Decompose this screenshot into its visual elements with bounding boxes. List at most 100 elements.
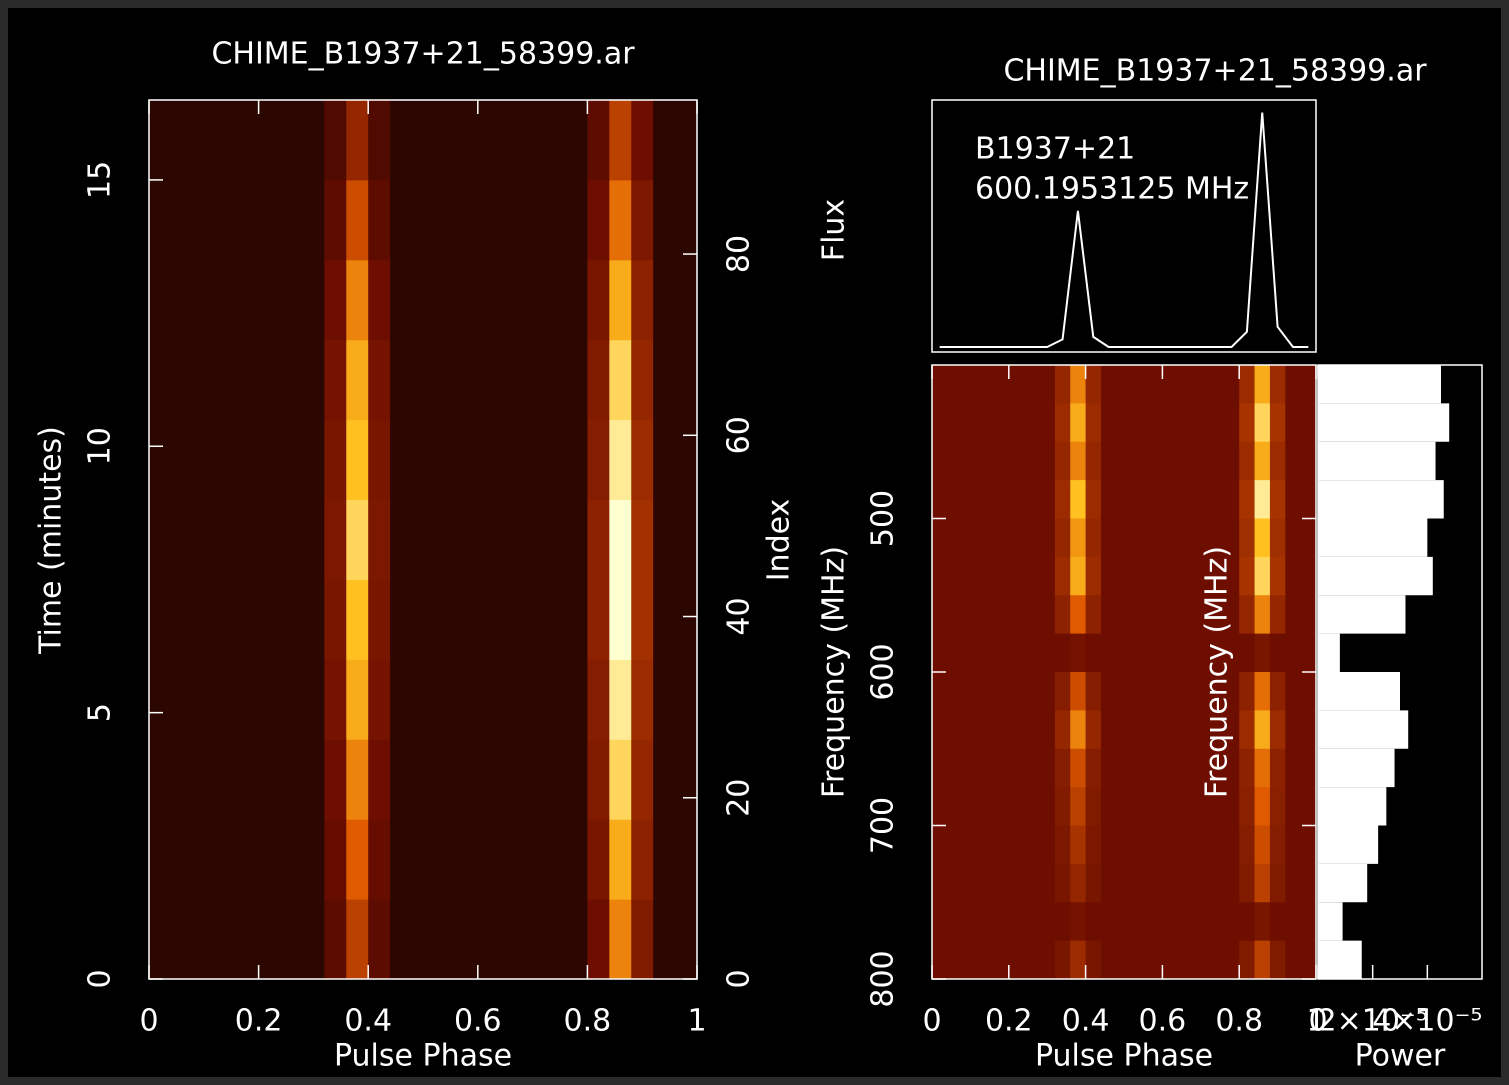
heatmap-cell: [390, 100, 413, 181]
heatmap-cell: [993, 480, 1010, 519]
power-bar: [1318, 863, 1368, 903]
heatmap-cell: [1285, 748, 1302, 788]
heatmap-cell: [1039, 787, 1056, 826]
heatmap-cell: [1008, 748, 1025, 788]
heatmap-cell: [978, 480, 994, 519]
x-tick-label: 0.8: [564, 1004, 612, 1039]
heatmap-cell: [609, 739, 632, 820]
heatmap-cell: [455, 100, 479, 181]
y2-tick-label: 0: [722, 969, 757, 988]
heatmap-cell: [1177, 940, 1194, 980]
heatmap-cell: [1177, 672, 1194, 711]
heatmap-cell: [1223, 480, 1240, 519]
heatmap-cell: [978, 365, 994, 404]
heatmap-cell: [1131, 710, 1148, 750]
heatmap-cell: [932, 403, 948, 443]
heatmap-cell: [1239, 902, 1256, 942]
heatmap-cell: [1070, 441, 1087, 481]
heatmap-cell: [499, 179, 523, 261]
heatmap-cell: [1100, 365, 1117, 404]
heatmap-cell: [1116, 863, 1133, 903]
heatmap-cell: [280, 579, 303, 660]
y-axis-label: Flux: [817, 199, 852, 261]
power-bar: [1318, 902, 1343, 941]
heatmap-cell: [1024, 556, 1041, 596]
heatmap-cell: [499, 339, 523, 421]
heatmap-cell: [214, 419, 238, 501]
heatmap-cell: [631, 419, 654, 501]
heatmap-cell: [962, 518, 979, 558]
heatmap-cell: [455, 579, 479, 660]
heatmap-cell: [1131, 863, 1148, 903]
heatmap-cell: [1131, 441, 1148, 481]
heatmap-cell: [1131, 787, 1148, 826]
heatmap-cell: [1116, 633, 1133, 673]
heatmap-cell: [1208, 556, 1225, 596]
heatmap-cell: [1008, 480, 1025, 519]
heatmap-cell: [368, 579, 391, 660]
heatmap-cell: [675, 659, 698, 740]
heatmap-cell: [170, 579, 194, 660]
heatmap-cell: [1223, 672, 1240, 711]
heatmap-cell: [543, 100, 566, 181]
y-tick-label: 15: [83, 161, 118, 199]
heatmap-cell: [1162, 710, 1179, 750]
heatmap-cell: [932, 710, 948, 750]
heatmap-cell: [1054, 365, 1071, 404]
heatmap-cell: [455, 819, 479, 900]
heatmap-cell: [302, 819, 325, 900]
heatmap-cell: [1208, 480, 1225, 519]
heatmap-cell: [1254, 633, 1271, 673]
heatmap-cell: [565, 259, 588, 341]
heatmap-cell: [1300, 480, 1317, 519]
heatmap-cell: [1147, 825, 1163, 865]
y2-axis-label: Index: [762, 499, 797, 582]
heatmap-cell: [1100, 403, 1117, 443]
annotation: 600.1953125 MHz: [975, 172, 1249, 207]
heatmap-cell: [653, 499, 676, 580]
heatmap-cell: [1054, 863, 1071, 903]
heatmap-cell: [368, 659, 391, 740]
heatmap-cell: [1285, 441, 1302, 481]
heatmap-cell: [631, 739, 654, 820]
heatmap-cell: [192, 659, 216, 740]
heatmap-cell: [390, 819, 413, 900]
heatmap-cell: [214, 499, 238, 580]
heatmap-cell: [609, 419, 632, 501]
heatmap-cell: [214, 899, 238, 980]
heatmap-cell: [412, 659, 435, 740]
heatmap-cell: [192, 819, 216, 900]
heatmap-cell: [653, 259, 676, 341]
heatmap-cell: [368, 100, 391, 181]
heatmap-cell: [1024, 672, 1041, 711]
heatmap-cell: [1054, 480, 1071, 519]
heatmap-cell: [214, 179, 238, 261]
heatmap-cell: [631, 819, 654, 900]
heatmap-cell: [1285, 633, 1302, 673]
power-bar: [1318, 825, 1379, 864]
heatmap-cell: [947, 556, 964, 596]
heatmap-cell: [1254, 403, 1271, 443]
heatmap-cell: [1054, 902, 1071, 942]
heatmap-cell: [1085, 710, 1102, 750]
heatmap-cell: [1147, 748, 1163, 788]
x-tick-label: 0.6: [1139, 1004, 1187, 1039]
heatmap-cell: [1054, 748, 1071, 788]
heatmap-cell: [1131, 518, 1148, 558]
heatmap-cell: [1008, 902, 1025, 942]
heatmap-cell: [1239, 518, 1256, 558]
heatmap-cell: [280, 899, 303, 980]
heatmap-cell: [346, 179, 369, 261]
heatmap-cell: [433, 100, 457, 181]
heatmap-cell: [1147, 672, 1163, 711]
heatmap-cell: [631, 259, 654, 341]
heatmap-cell: [258, 579, 282, 660]
heatmap-cell: [993, 403, 1010, 443]
heatmap-cell: [1162, 825, 1179, 865]
heatmap-cell: [1008, 518, 1025, 558]
heatmap-cell: [947, 940, 964, 980]
heatmap-cell: [1300, 825, 1317, 865]
heatmap-cell: [1131, 595, 1148, 635]
heatmap-cell: [1131, 403, 1148, 443]
